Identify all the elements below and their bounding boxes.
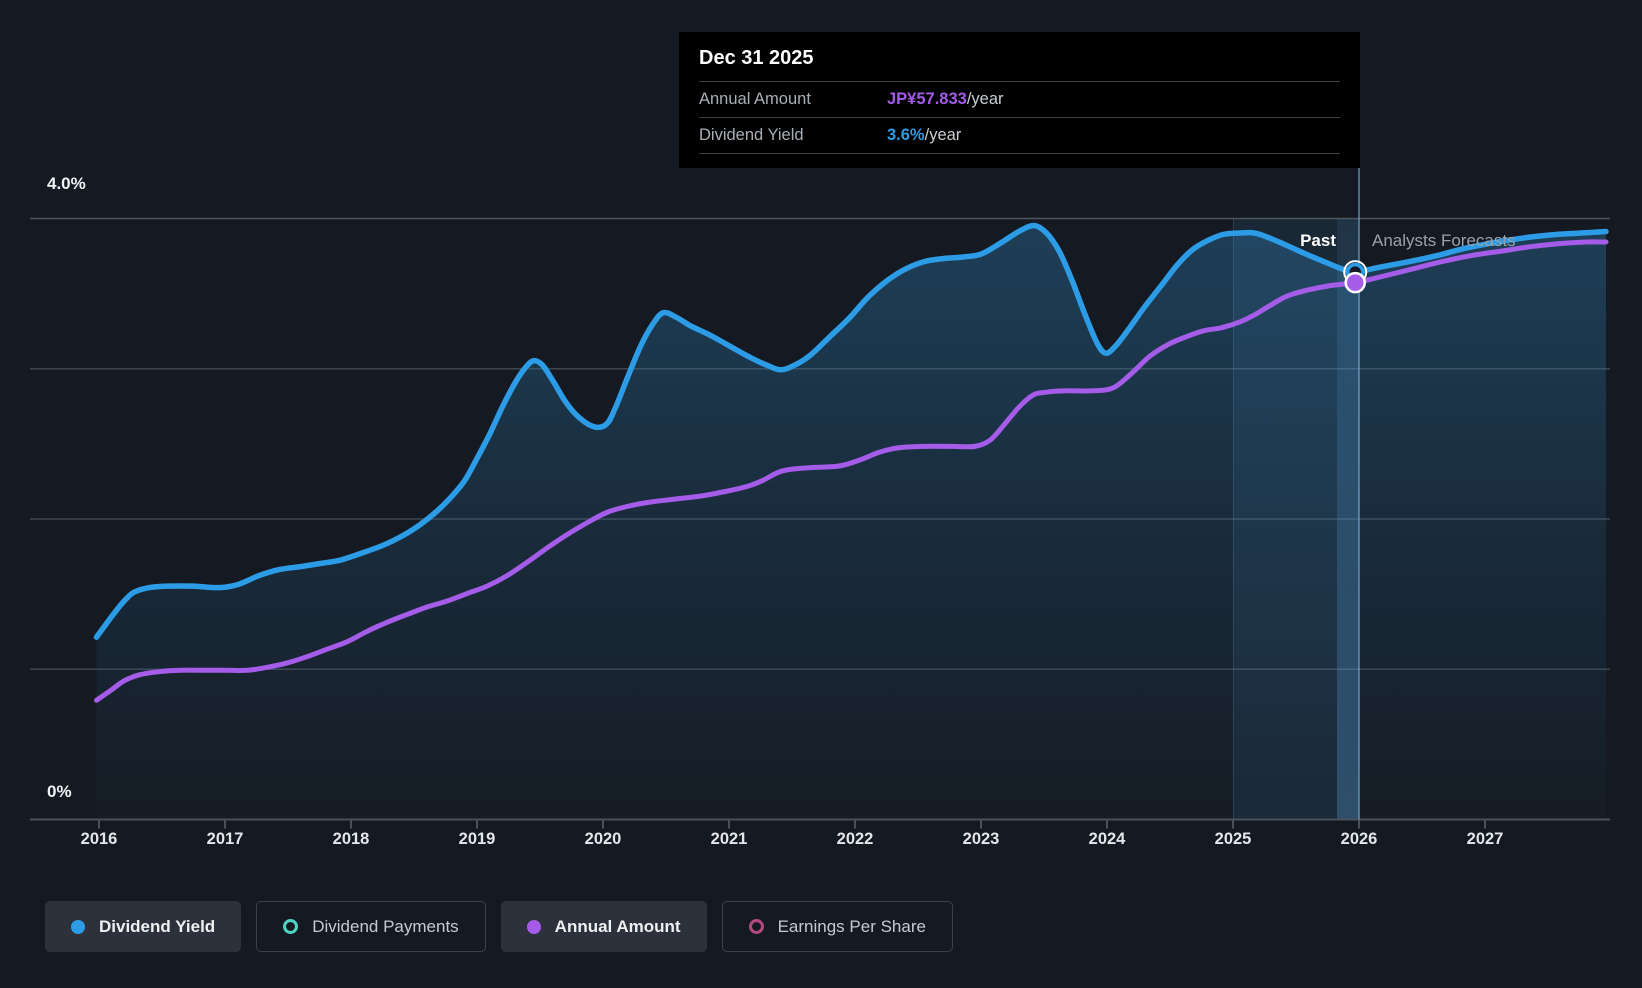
x-axis-label-2021: 2021 xyxy=(710,830,748,848)
annual-amount-line xyxy=(94,239,1609,703)
legend-label: Dividend Payments xyxy=(312,916,459,936)
dividend-yield-value: 3.6% xyxy=(887,126,925,144)
annual-amount-value: JP¥57.833 xyxy=(887,90,967,108)
chart-tooltip: Dec 31 2025 Annual Amount JP¥57.833 /yea… xyxy=(679,32,1360,168)
legend-label: Annual Amount xyxy=(554,916,681,936)
amount-marker xyxy=(1344,271,1366,294)
tooltip-date: Dec 31 2025 xyxy=(699,47,814,69)
y-axis-top-label: 4.0% xyxy=(47,174,86,193)
legend-chip-annual-amount[interactable]: Annual Amount xyxy=(500,901,707,952)
analysts-forecasts-label: Analysts Forecasts xyxy=(1372,231,1516,250)
x-axis-label-2025: 2025 xyxy=(1214,830,1252,848)
legend-chip-earnings-per-share[interactable]: Earnings Per Share xyxy=(721,901,953,952)
legend-chip-dividend-yield[interactable]: Dividend Yield xyxy=(45,901,242,952)
x-axis-label-2018: 2018 xyxy=(332,830,370,848)
x-axis-label-2022: 2022 xyxy=(836,830,874,848)
tooltip-row-dividend-yield: Dividend Yield 3.6% /year xyxy=(699,117,1340,154)
x-axis-label-2026: 2026 xyxy=(1340,830,1378,848)
legend-label: Earnings Per Share xyxy=(777,916,926,936)
x-axis-label-2019: 2019 xyxy=(458,830,496,848)
x-axis-label-2016: 2016 xyxy=(80,830,118,848)
x-axis-label-2024: 2024 xyxy=(1088,830,1126,848)
legend-dot-icon xyxy=(71,919,85,934)
legend-ring-icon xyxy=(283,919,299,934)
series-markers xyxy=(1343,260,1368,294)
y-axis-bottom-label: 0% xyxy=(47,782,72,801)
legend-dot-icon xyxy=(526,919,541,934)
dividend-yield-line xyxy=(93,222,1609,640)
past-label: Past xyxy=(1300,231,1336,250)
legend: Dividend Yield Dividend Payments Annual Am… xyxy=(45,901,953,952)
x-axis-label-2017: 2017 xyxy=(206,830,244,848)
x-axis-label-2027: 2027 xyxy=(1466,830,1504,848)
x-axis-label-2023: 2023 xyxy=(962,830,1000,848)
yield-area-fill xyxy=(96,225,1607,820)
highlight-band xyxy=(1233,219,1359,820)
legend-label: Dividend Yield xyxy=(99,916,216,936)
legend-chip-dividend-payments[interactable]: Dividend Payments xyxy=(256,901,486,952)
x-axis xyxy=(30,818,1610,829)
legend-ring-icon xyxy=(748,919,764,934)
tooltip-row-annual-amount: Annual Amount JP¥57.833 /year xyxy=(699,81,1340,117)
x-axis-label-2020: 2020 xyxy=(584,830,622,848)
series-lines xyxy=(93,222,1609,703)
